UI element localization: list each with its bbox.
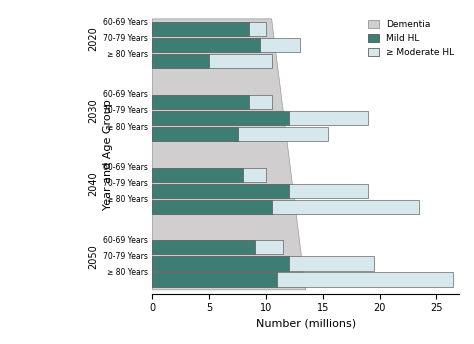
Bar — [152, 38, 260, 52]
Bar — [255, 240, 283, 255]
Bar — [152, 272, 277, 287]
Bar — [249, 22, 266, 36]
Bar — [152, 54, 209, 68]
Text: 70-79 Years: 70-79 Years — [103, 106, 148, 115]
Text: ≥ 80 Years: ≥ 80 Years — [107, 122, 148, 131]
X-axis label: Number (millions): Number (millions) — [255, 319, 356, 329]
Text: 60-69 Years: 60-69 Years — [103, 236, 148, 245]
Bar — [152, 22, 249, 36]
Bar — [289, 256, 374, 270]
Text: ≥ 80 Years: ≥ 80 Years — [107, 50, 148, 59]
Bar — [260, 38, 300, 52]
Text: 2030: 2030 — [88, 99, 98, 123]
Bar — [209, 54, 272, 68]
Text: 60-69 Years: 60-69 Years — [103, 163, 148, 172]
Polygon shape — [152, 19, 306, 290]
Text: 2040: 2040 — [88, 171, 98, 196]
Text: 2050: 2050 — [88, 244, 98, 269]
Bar — [152, 111, 289, 125]
Bar — [152, 256, 289, 270]
Text: 70-79 Years: 70-79 Years — [103, 252, 148, 261]
Text: ≥ 80 Years: ≥ 80 Years — [107, 268, 148, 277]
Text: ≥ 80 Years: ≥ 80 Years — [107, 195, 148, 204]
Bar — [272, 200, 419, 214]
Text: 2020: 2020 — [88, 26, 98, 51]
Bar — [243, 168, 266, 182]
Bar — [152, 95, 249, 109]
Bar — [237, 127, 328, 141]
Legend: Dementia, Mild HL, ≥ Moderate HL: Dementia, Mild HL, ≥ Moderate HL — [364, 17, 457, 61]
Bar — [152, 200, 272, 214]
Bar — [152, 240, 255, 255]
Text: 70-79 Years: 70-79 Years — [103, 179, 148, 188]
Text: 70-79 Years: 70-79 Years — [103, 34, 148, 43]
Text: 60-69 Years: 60-69 Years — [103, 90, 148, 99]
Y-axis label: Year and Age Group: Year and Age Group — [103, 99, 113, 210]
Bar — [277, 272, 453, 287]
Bar — [289, 111, 368, 125]
Bar — [152, 184, 289, 198]
Text: 60-69 Years: 60-69 Years — [103, 18, 148, 26]
Bar — [152, 168, 243, 182]
Bar — [289, 184, 368, 198]
Bar — [152, 127, 237, 141]
Bar — [249, 95, 272, 109]
